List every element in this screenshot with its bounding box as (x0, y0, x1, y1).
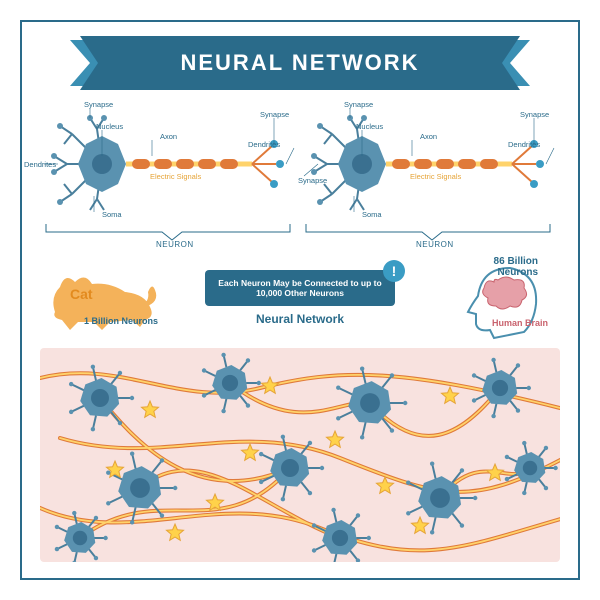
label-signals-2: Electric Signals (410, 172, 461, 181)
label-signals-1: Electric Signals (150, 172, 201, 181)
neuron-diagram-row: Synapse Nucleus Dendrites Soma Axon Elec… (22, 104, 578, 224)
human-neuron-count: 86 Billion Neurons (494, 256, 538, 278)
label-dendrites-1: Dendrites (24, 160, 56, 169)
label-synapse-1b: Synapse (260, 110, 289, 119)
comparison-row: Cat 1 Billion Neurons Each Neuron May be… (22, 258, 578, 344)
bracket-label-2: NEURON (416, 240, 454, 249)
label-synapse-2: Synapse (344, 100, 373, 109)
label-axon-2: Axon (420, 132, 437, 141)
network-panel (40, 348, 560, 562)
main-title: NEURAL NETWORK (180, 50, 419, 76)
fact-text: Each Neuron May be Connected to up to 10… (213, 278, 387, 298)
human-brain-label: Human Brain (492, 318, 548, 328)
infographic-frame: NEURAL NETWORK (20, 20, 580, 580)
bracket-row: NEURON NEURON (22, 222, 578, 250)
label-nucleus-1: Nucleus (96, 122, 123, 131)
bracket-label-1: NEURON (156, 240, 194, 249)
label-synapse-1: Synapse (84, 100, 113, 109)
label-synapse-2b: Synapse (298, 176, 327, 185)
label-dendrites-2: Dendrites (508, 140, 540, 149)
label-axon-1: Axon (160, 132, 177, 141)
fact-subtitle: Neural Network (256, 312, 344, 326)
label-soma-2: Soma (362, 210, 382, 219)
label-nucleus-2: Nucleus (356, 122, 383, 131)
cat-name: Cat (70, 286, 93, 302)
label-soma-1: Soma (102, 210, 122, 219)
title-banner: NEURAL NETWORK (70, 36, 530, 90)
label-dendrites-1b: Dendrites (248, 140, 280, 149)
fact-callout: Each Neuron May be Connected to up to 10… (205, 270, 395, 306)
info-badge-icon: ! (383, 260, 405, 282)
label-synapse-2c: Synapse (520, 110, 549, 119)
cat-neuron-count: 1 Billion Neurons (84, 316, 158, 326)
